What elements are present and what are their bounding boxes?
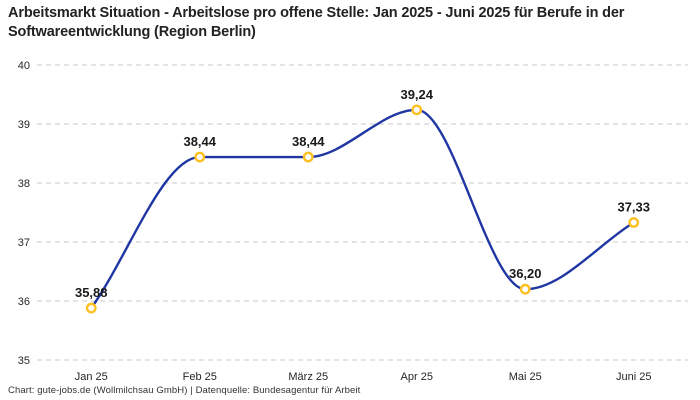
chart-source-attribution: Chart: gute-jobs.de (Wollmilchsau GmbH) … [8,385,361,396]
data-point-marker [411,104,423,116]
data-point-marker [302,151,314,163]
data-point-marker [628,217,640,228]
data-point-marker [85,302,97,314]
y-tick-label: 36 [18,296,30,308]
data-line-series [90,108,635,310]
y-tick-label: 38 [18,178,30,190]
y-tick-label: 37 [18,237,30,249]
x-tick-label: Jan 25 [75,371,108,383]
x-tick-label: Feb 25 [183,371,217,383]
y-tick-label: 39 [18,119,30,131]
x-tick-label: März 25 [288,371,328,383]
data-point-value-label: 39,24 [400,87,433,102]
y-tick-label: 35 [18,355,30,367]
data-point-marker [519,283,531,295]
x-tick-label: Mai 25 [509,371,542,383]
x-tick-label: Juni 25 [616,371,651,383]
data-point-marker [194,151,206,163]
data-point-value-label: 36,20 [509,266,542,281]
data-point-value-label: 38,44 [292,134,325,149]
data-point-value-label: 35,88 [75,285,108,300]
x-tick-label: Apr 25 [401,371,433,383]
data-point-value-label: 38,44 [183,134,216,149]
data-point-value-label: 37,33 [617,200,650,215]
y-tick-label: 40 [18,60,30,72]
chart-title: Arbeitsmarkt Situation - Arbeitslose pro… [8,5,625,41]
